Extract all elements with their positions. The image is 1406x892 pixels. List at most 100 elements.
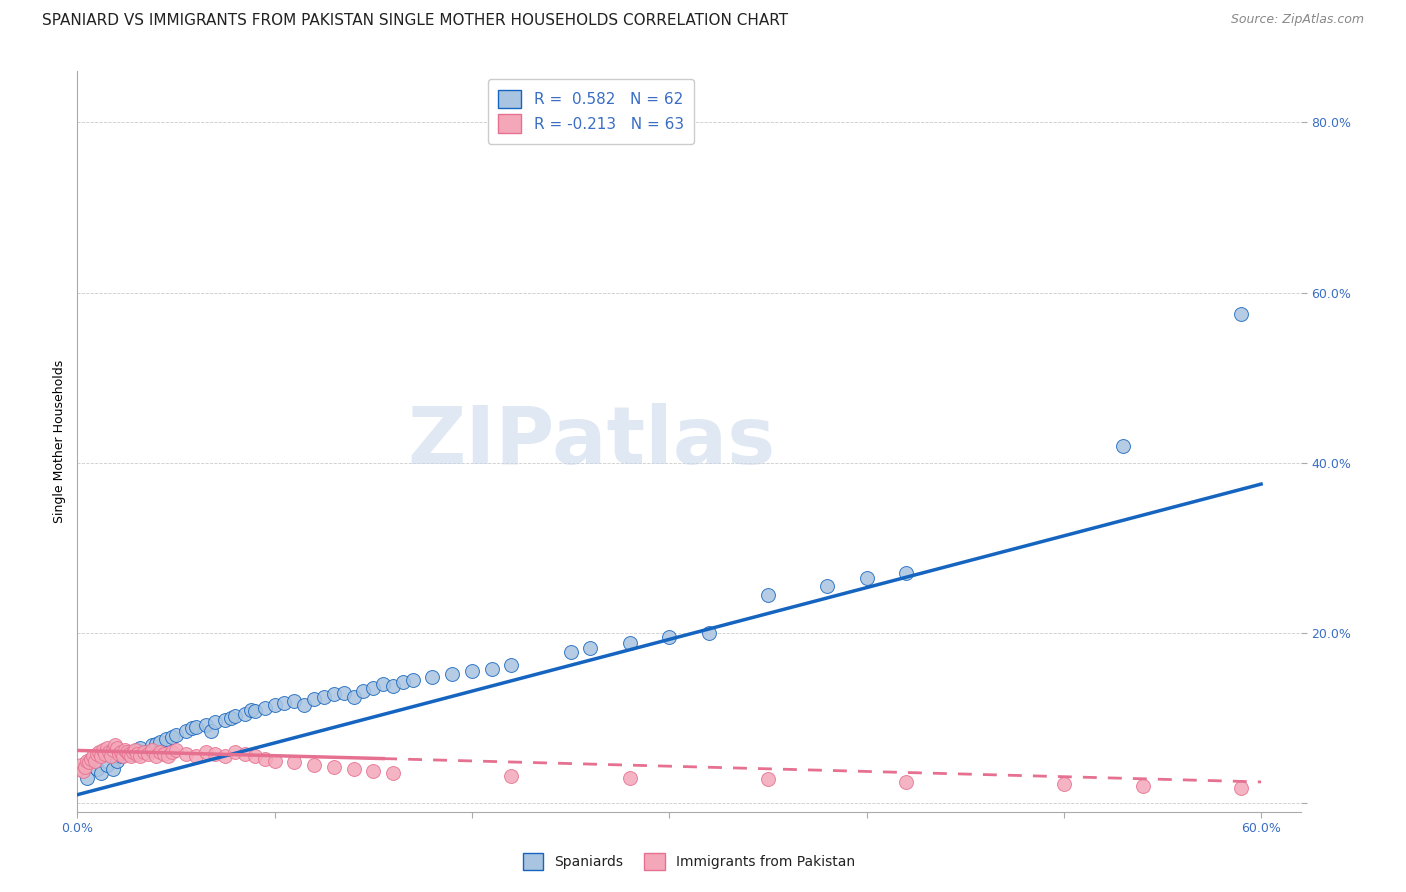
Point: [111, 749, 134, 764]
Text: SPANIARD VS IMMIGRANTS FROM PAKISTAN SINGLE MOTHER HOUSEHOLDS CORRELATION CHART: SPANIARD VS IMMIGRANTS FROM PAKISTAN SIN…: [42, 13, 789, 29]
Point: [149, 745, 172, 759]
Point: [322, 760, 344, 774]
Point: [110, 749, 132, 764]
Point: [501, 658, 523, 673]
Point: [141, 739, 163, 753]
Point: [200, 723, 222, 738]
Point: [174, 723, 197, 738]
Point: [224, 745, 246, 759]
Point: [756, 588, 779, 602]
Point: [91, 743, 114, 757]
Point: [105, 740, 128, 755]
Point: [214, 749, 236, 764]
Point: [194, 718, 217, 732]
Point: [382, 679, 405, 693]
Point: [273, 696, 295, 710]
Point: [392, 675, 415, 690]
Point: [361, 681, 384, 696]
Point: [84, 754, 107, 768]
Point: [253, 752, 276, 766]
Point: [180, 722, 202, 736]
Y-axis label: Single Mother Households: Single Mother Households: [53, 359, 66, 524]
Point: [141, 743, 163, 757]
Point: [104, 739, 127, 753]
Point: [441, 666, 464, 681]
Point: [263, 698, 285, 713]
Point: [121, 747, 143, 761]
Point: [135, 745, 157, 759]
Point: [560, 645, 582, 659]
Point: [90, 749, 112, 764]
Point: [697, 626, 720, 640]
Point: [224, 709, 246, 723]
Point: [105, 754, 128, 768]
Point: [214, 713, 236, 727]
Point: [94, 747, 117, 761]
Point: [579, 641, 602, 656]
Point: [157, 749, 180, 764]
Point: [253, 701, 276, 715]
Point: [115, 745, 138, 759]
Point: [756, 772, 779, 787]
Point: [82, 749, 104, 764]
Point: [80, 752, 103, 766]
Point: [302, 692, 325, 706]
Point: [619, 771, 641, 785]
Point: [121, 745, 143, 759]
Point: [658, 630, 681, 644]
Point: [129, 740, 152, 755]
Point: [115, 745, 138, 759]
Point: [371, 677, 394, 691]
Point: [75, 760, 97, 774]
Point: [145, 737, 167, 751]
Point: [219, 711, 242, 725]
Point: [481, 662, 503, 676]
Legend: Spaniards, Immigrants from Pakistan: Spaniards, Immigrants from Pakistan: [517, 847, 860, 875]
Point: [894, 775, 917, 789]
Text: Source: ZipAtlas.com: Source: ZipAtlas.com: [1230, 13, 1364, 27]
Point: [70, 758, 93, 772]
Point: [72, 764, 94, 778]
Point: [117, 747, 139, 761]
Point: [165, 743, 187, 757]
Point: [204, 715, 226, 730]
Point: [302, 758, 325, 772]
Point: [382, 766, 405, 780]
Point: [97, 745, 120, 759]
Text: ZIPatlas: ZIPatlas: [406, 402, 775, 481]
Point: [134, 745, 156, 759]
Point: [233, 706, 256, 721]
Point: [283, 694, 305, 708]
Point: [129, 749, 152, 764]
Point: [243, 749, 266, 764]
Point: [86, 747, 108, 761]
Point: [361, 764, 384, 778]
Point: [76, 771, 98, 785]
Point: [145, 749, 167, 764]
Point: [292, 698, 315, 713]
Point: [184, 720, 207, 734]
Point: [165, 728, 187, 742]
Point: [1230, 307, 1253, 321]
Point: [342, 690, 364, 704]
Point: [107, 747, 129, 761]
Point: [422, 670, 444, 684]
Point: [1053, 777, 1076, 791]
Point: [96, 740, 118, 755]
Point: [110, 745, 132, 759]
Point: [619, 636, 641, 650]
Point: [342, 762, 364, 776]
Point: [67, 762, 90, 776]
Point: [461, 665, 484, 679]
Point: [402, 673, 425, 687]
Point: [855, 571, 877, 585]
Point: [125, 743, 148, 757]
Point: [243, 704, 266, 718]
Point: [120, 749, 142, 764]
Point: [312, 690, 335, 704]
Point: [77, 756, 100, 770]
Point: [233, 747, 256, 761]
Point: [239, 703, 262, 717]
Point: [149, 735, 172, 749]
Point: [815, 579, 838, 593]
